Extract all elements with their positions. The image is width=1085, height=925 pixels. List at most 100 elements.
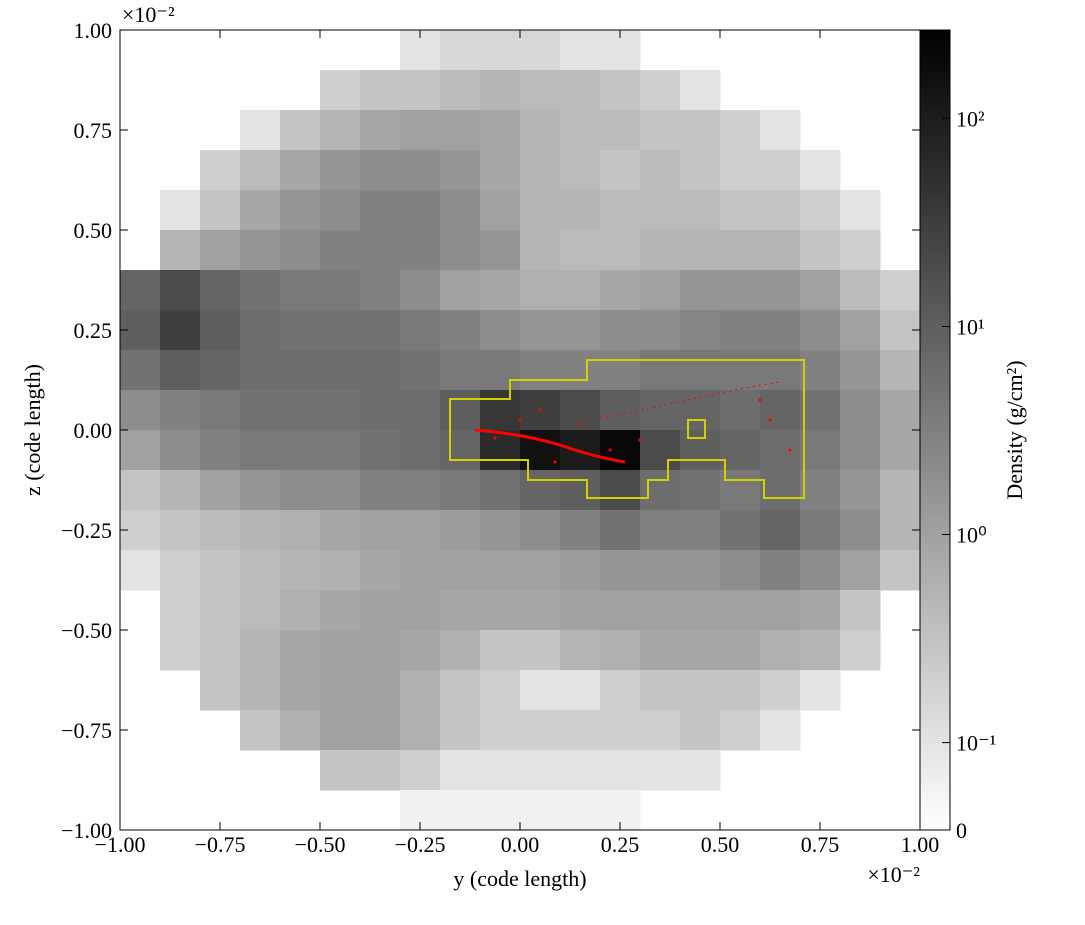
cell	[400, 230, 441, 271]
cell	[440, 510, 481, 551]
cell	[360, 670, 401, 711]
cell	[680, 630, 721, 671]
cell	[320, 510, 361, 551]
cell	[400, 710, 441, 751]
cell	[640, 550, 681, 591]
cell	[760, 230, 801, 271]
cell	[800, 550, 841, 591]
cell	[320, 350, 361, 391]
particle	[768, 418, 772, 422]
cell	[160, 630, 201, 671]
cell	[640, 270, 681, 311]
cell	[840, 470, 881, 511]
cell	[600, 270, 641, 311]
cell	[640, 230, 681, 271]
cell	[640, 310, 681, 351]
cell	[360, 550, 401, 591]
cell	[680, 550, 721, 591]
cell	[440, 750, 481, 791]
cell	[600, 750, 641, 791]
colorbar	[919, 29, 951, 831]
cell	[120, 430, 161, 471]
cell	[440, 430, 481, 471]
cell	[640, 710, 681, 751]
cell	[680, 590, 721, 631]
cell	[280, 470, 321, 511]
cell	[880, 350, 921, 391]
y-tick-label: 0.00	[74, 418, 113, 443]
cell	[160, 550, 201, 591]
cell	[200, 590, 241, 631]
cell	[440, 30, 481, 71]
cell	[520, 30, 561, 71]
cell	[240, 550, 281, 591]
cell	[760, 710, 801, 751]
cell	[520, 70, 561, 111]
cell	[200, 430, 241, 471]
heatmap	[120, 30, 921, 831]
cell	[880, 390, 921, 431]
cell	[160, 430, 201, 471]
cell	[240, 190, 281, 231]
cell	[880, 270, 921, 311]
y-tick-label: 1.00	[74, 18, 113, 43]
cell	[640, 590, 681, 631]
cell	[560, 550, 601, 591]
cell	[640, 150, 681, 191]
cell	[760, 670, 801, 711]
cell	[640, 430, 681, 471]
cell	[760, 470, 801, 511]
cell	[400, 270, 441, 311]
cell	[320, 550, 361, 591]
cell	[240, 350, 281, 391]
particle	[758, 398, 762, 402]
cell	[120, 390, 161, 431]
cell	[840, 550, 881, 591]
particles	[474, 381, 792, 464]
cell	[520, 230, 561, 271]
cell	[360, 230, 401, 271]
cell	[840, 390, 881, 431]
cell	[400, 390, 441, 431]
cell	[360, 150, 401, 191]
cell	[440, 310, 481, 351]
cell	[480, 470, 521, 511]
cell	[640, 350, 681, 391]
cell	[240, 430, 281, 471]
cell	[360, 590, 401, 631]
cell	[320, 390, 361, 431]
cell	[280, 390, 321, 431]
cell	[280, 510, 321, 551]
cell	[520, 790, 561, 831]
cell	[840, 310, 881, 351]
cell	[480, 230, 521, 271]
cell	[760, 190, 801, 231]
cell	[120, 470, 161, 511]
x-tick-label: 0.25	[601, 832, 640, 857]
cell	[760, 510, 801, 551]
cell	[480, 270, 521, 311]
cell	[400, 630, 441, 671]
cell	[800, 470, 841, 511]
cell	[160, 510, 201, 551]
particle	[788, 448, 792, 452]
cell	[560, 670, 601, 711]
cell	[280, 230, 321, 271]
cell	[440, 710, 481, 751]
cell	[120, 350, 161, 391]
cell	[280, 590, 321, 631]
cell	[520, 150, 561, 191]
cell	[520, 350, 561, 391]
cell	[600, 550, 641, 591]
cell	[840, 350, 881, 391]
cell	[680, 230, 721, 271]
cell	[400, 310, 441, 351]
cell	[880, 550, 921, 591]
cell	[440, 790, 481, 831]
cell	[600, 510, 641, 551]
cell	[560, 750, 601, 791]
cell	[760, 110, 801, 151]
cell	[840, 190, 881, 231]
cell	[600, 390, 641, 431]
y-tick-label: −0.25	[61, 518, 112, 543]
